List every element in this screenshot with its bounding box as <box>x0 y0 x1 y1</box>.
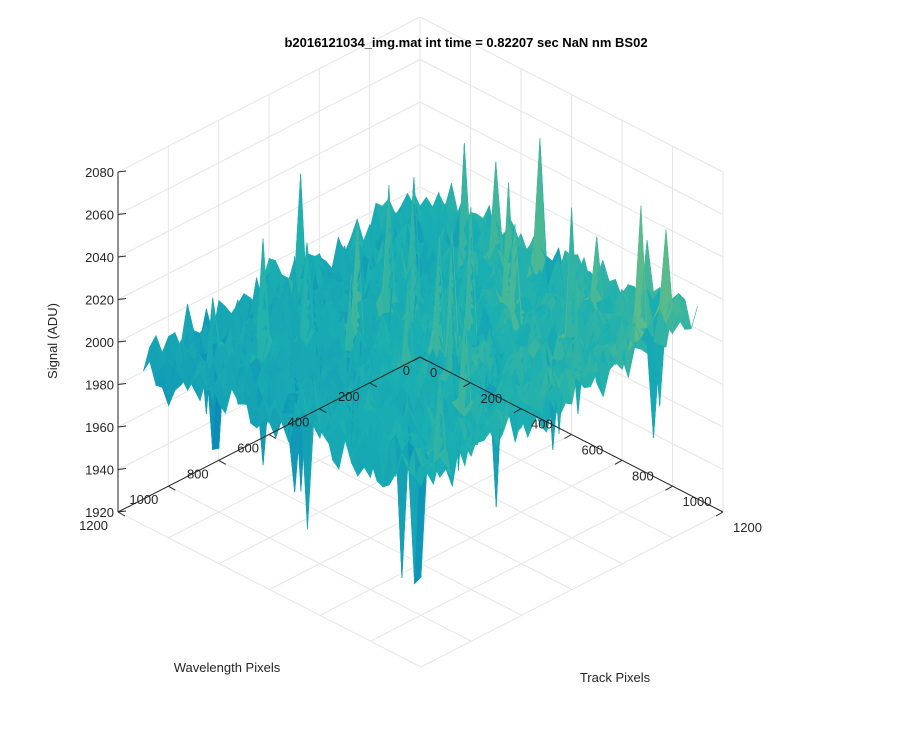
x-tick-mark <box>665 485 673 491</box>
surface-patch <box>533 138 547 280</box>
z-tick-label: 2040 <box>85 250 114 265</box>
y-tick-mark <box>369 382 377 388</box>
z-tick-mark <box>117 468 127 470</box>
y-tick-mark <box>218 459 226 465</box>
y-tick-mark <box>168 485 176 491</box>
x-tick-label: 400 <box>531 417 553 432</box>
z-tick-label: 1940 <box>85 463 114 478</box>
y-tick-mark <box>319 408 327 414</box>
x-tick-label: 1200 <box>733 520 762 535</box>
x-tick-mark <box>564 434 572 439</box>
z-tick-label: 2080 <box>85 165 114 180</box>
y-tick-mark <box>117 511 126 517</box>
y-tick-mark <box>419 356 428 362</box>
x-tick-label: 1000 <box>683 494 712 509</box>
y-tick-label: 0 <box>403 363 410 378</box>
x-tick-mark <box>715 511 724 517</box>
back-wall-grid-z <box>419 59 724 215</box>
floor-grid-y <box>117 511 422 668</box>
z-tick-label: 2020 <box>85 293 114 308</box>
z-tick-label: 2000 <box>85 335 114 350</box>
z-tick-label: 2060 <box>85 208 114 223</box>
z-tick-mark <box>117 170 127 173</box>
x-tick-label: 600 <box>582 443 604 458</box>
side-wall-grid-z <box>117 59 421 215</box>
back-wall-grid-z <box>419 101 724 258</box>
y-tick-label: 1000 <box>129 492 158 507</box>
z-tick-mark <box>117 298 127 300</box>
back-wall-grid-z <box>419 16 724 173</box>
z-tick-label: 1960 <box>85 420 114 435</box>
x-tick-label: 200 <box>481 391 503 406</box>
z-tick-label: 1980 <box>85 378 114 393</box>
x-tick-label: 0 <box>430 365 437 380</box>
x-axis-title: Track Pixels <box>580 670 651 685</box>
y-tick-label: 400 <box>288 415 310 430</box>
x-tick-mark <box>513 408 522 414</box>
z-tick-mark <box>117 383 127 385</box>
z-tick-mark <box>117 510 127 513</box>
surface-patch <box>684 299 698 330</box>
y-axis-title: Wavelength Pixels <box>174 660 281 675</box>
z-axis-title: Signal (ADU) <box>45 303 60 379</box>
floor-grid-y <box>218 459 522 616</box>
y-tick-label: 600 <box>237 441 259 456</box>
x-tick-mark <box>463 382 471 388</box>
axis-lines <box>117 170 724 517</box>
side-wall-grid-z <box>117 16 421 173</box>
floor-grid-y <box>168 485 472 642</box>
tick-labels: 1920194019601980200020202040206020800200… <box>79 165 762 535</box>
surface-mesh <box>143 138 698 585</box>
z-tick-mark <box>117 340 127 343</box>
side-wall-grid-z <box>117 101 421 258</box>
chart-title: b2016121034_img.mat int time = 0.82207 s… <box>284 35 647 50</box>
z-tick-label: 1920 <box>85 505 114 520</box>
x-tick-label: 800 <box>632 468 654 483</box>
y-tick-label: 200 <box>338 389 360 404</box>
z-tick-mark <box>117 255 127 258</box>
z-tick-mark <box>117 213 127 215</box>
z-tick-mark <box>117 425 127 428</box>
x-tick-mark <box>412 356 421 362</box>
y-tick-mark <box>268 434 277 439</box>
y-tick-label: 800 <box>187 466 209 481</box>
x-tick-mark <box>614 459 623 465</box>
y-tick-label: 1200 <box>79 518 108 533</box>
side-wall-grid-z <box>117 144 421 300</box>
